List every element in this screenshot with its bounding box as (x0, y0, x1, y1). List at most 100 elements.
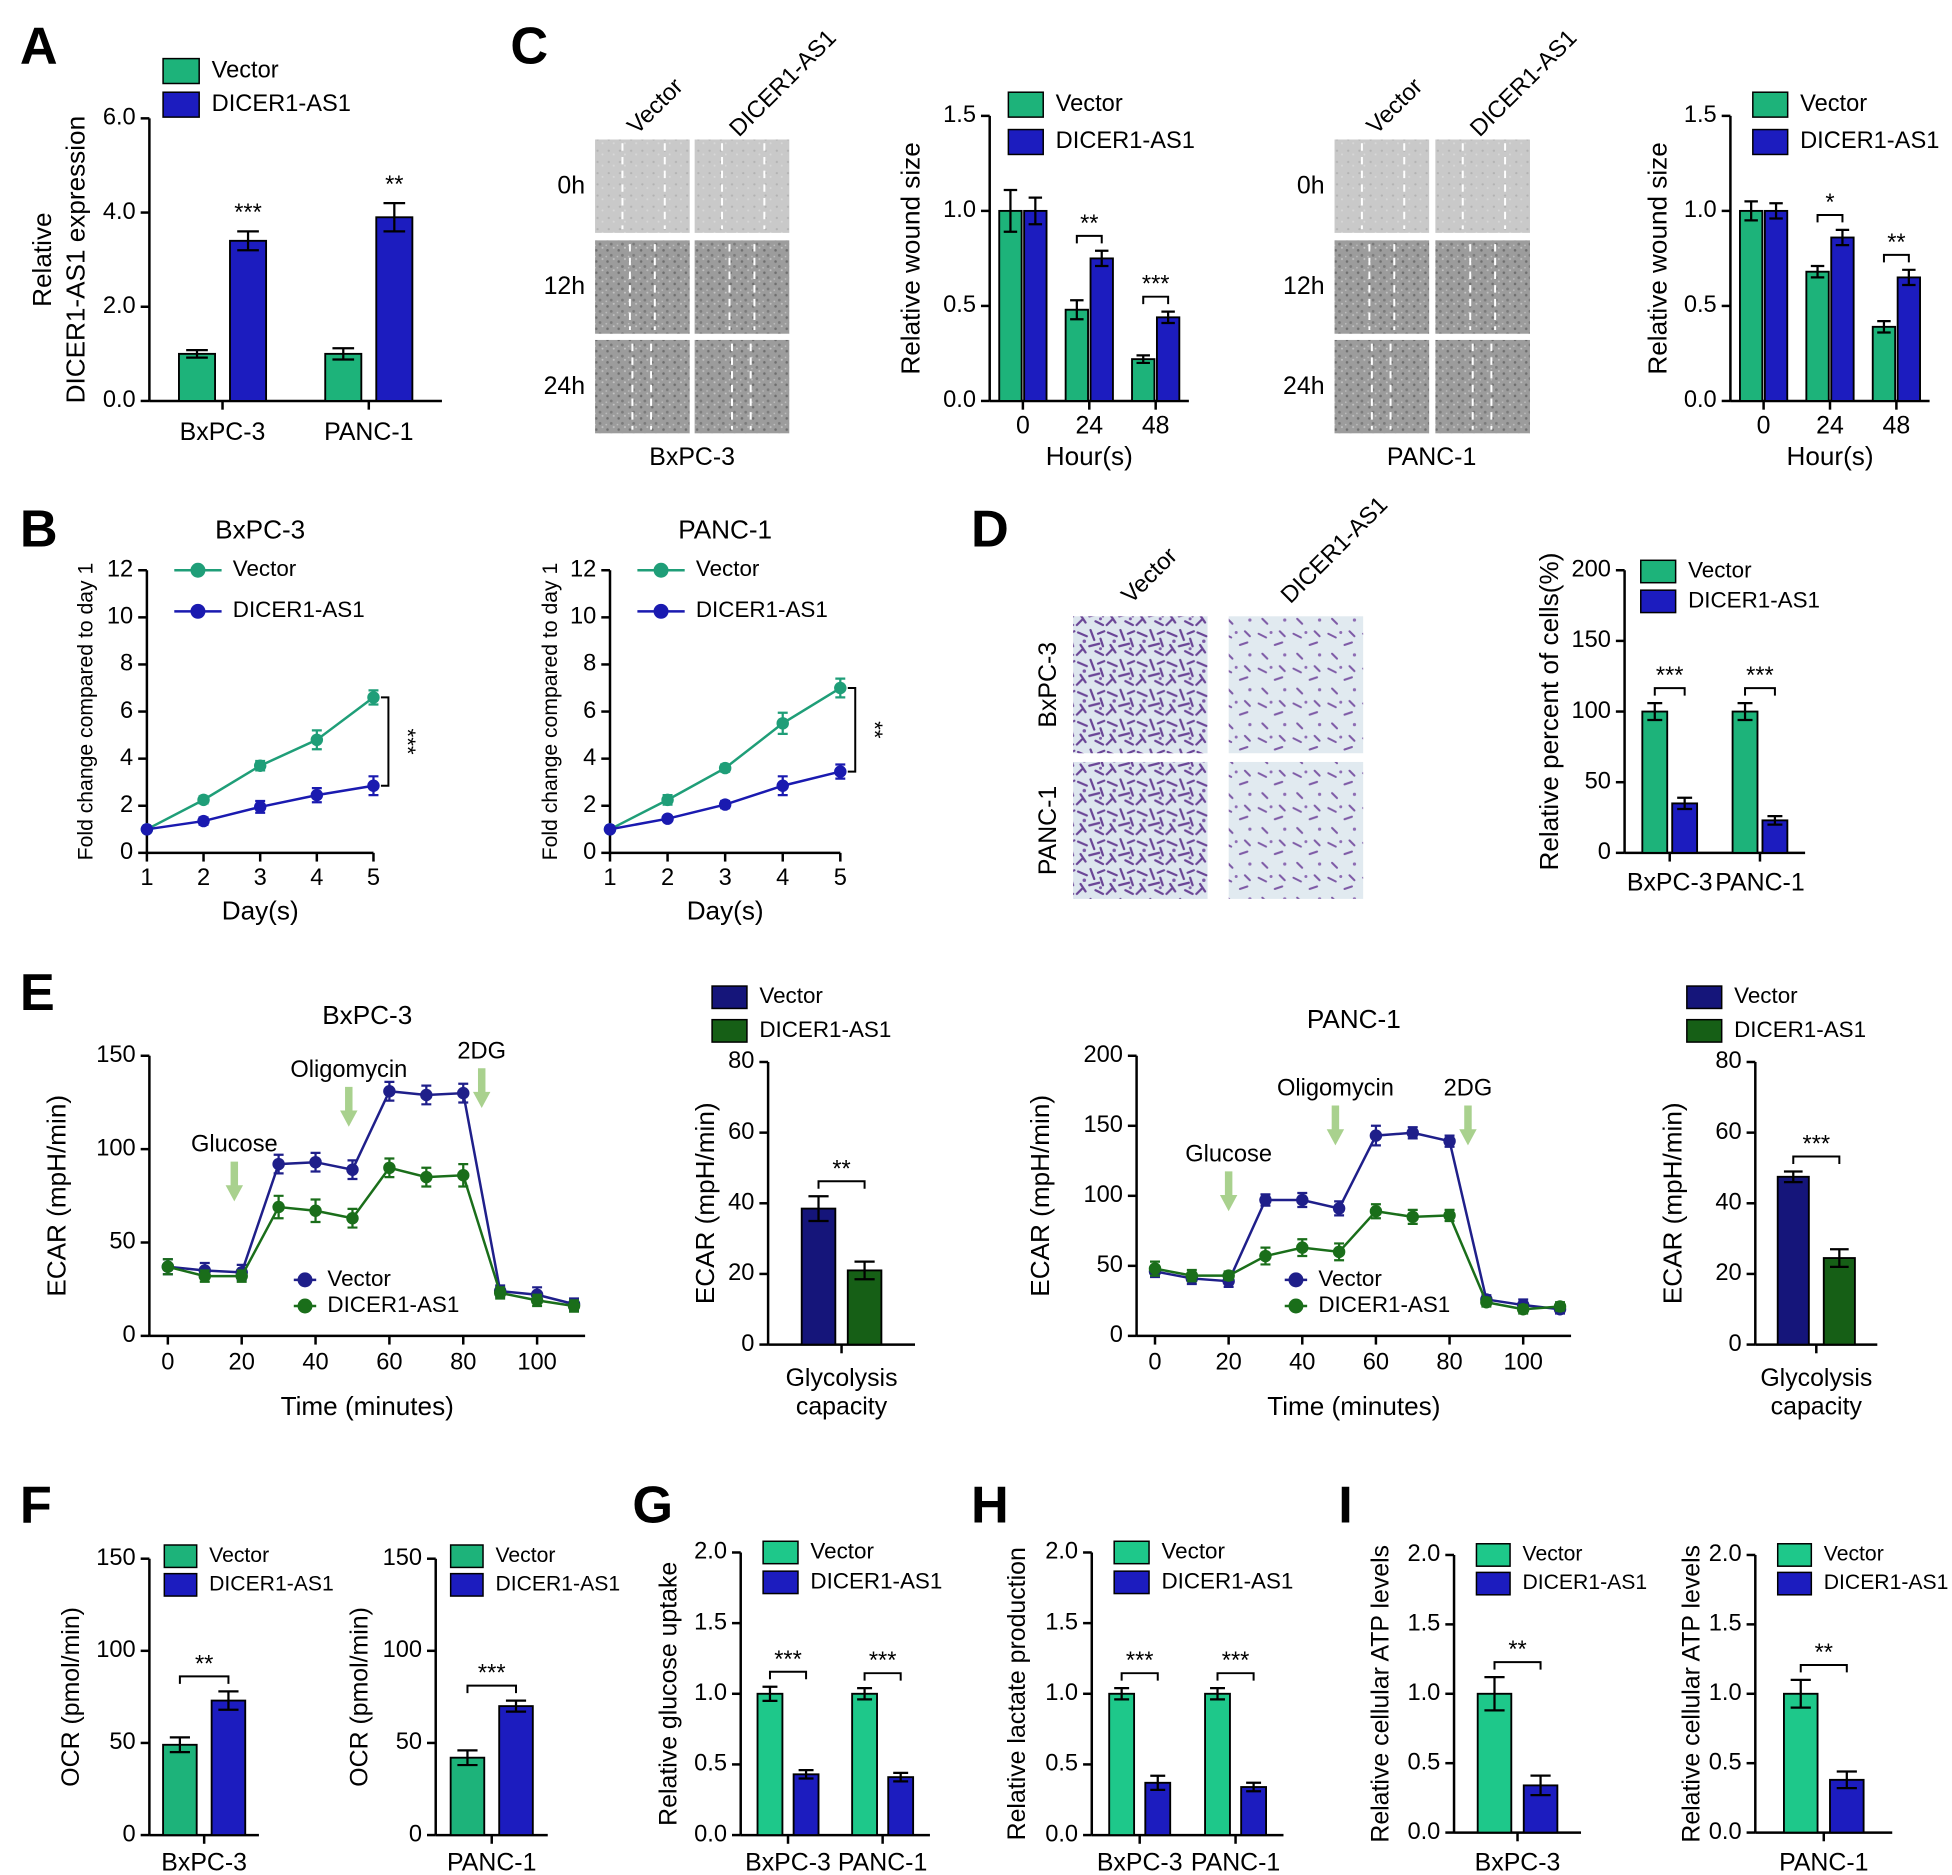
y-tick-label: 40 (728, 1190, 754, 1216)
x-tick-label: 80 (1436, 1350, 1462, 1376)
x-tick-label: BxPC-3 (1097, 1848, 1183, 1875)
legend-swatch (1752, 128, 1789, 156)
error-bar (169, 1736, 190, 1754)
y-tick-label: 1.0 (1407, 1680, 1440, 1706)
row-label: 24h (544, 372, 586, 400)
row-label: 0h (557, 171, 585, 199)
y-axis-label: ECAR (mpH/min) (41, 1095, 71, 1297)
legend-swatch (1752, 91, 1789, 118)
y-axis-label: Relative cellular ATP levels (1678, 1545, 1706, 1843)
y-tick-label: 2.0 (694, 1539, 727, 1565)
significance-bracket (1799, 1663, 1848, 1673)
legend-label: DICER1-AS1 (1688, 587, 1820, 612)
error-bar (1836, 1770, 1857, 1790)
x-tick-label: 4 (310, 865, 323, 891)
y-axis-label: OCR (pmol/min) (57, 1607, 85, 1787)
significance-label: ** (1080, 211, 1098, 237)
chart-title: PANC-1 (678, 515, 772, 545)
legend-swatch (1640, 559, 1677, 584)
y-tick-label: 2.0 (1407, 1541, 1440, 1567)
panel-label: G (632, 1477, 673, 1535)
y-tick-label: 40 (1715, 1190, 1741, 1216)
y-axis-label: Fold change compared to day 1 (75, 563, 98, 861)
y-tick-label: 0 (409, 1821, 422, 1847)
x-tick-label: capacity (796, 1393, 888, 1421)
y-tick-label: 1.0 (1709, 1680, 1742, 1706)
y-tick-label: 2.0 (103, 293, 136, 319)
point (1222, 1269, 1235, 1282)
point (834, 681, 847, 695)
bar (1023, 209, 1048, 402)
significance-bracket (1792, 1155, 1841, 1165)
x-tick-label: 0 (1016, 412, 1030, 440)
point (1296, 1193, 1309, 1207)
significance-bracket (1120, 1672, 1159, 1681)
column-label: Vector (1362, 74, 1428, 140)
row-label: 12h (544, 272, 586, 300)
error-bar (1161, 310, 1175, 325)
point (1443, 1134, 1456, 1148)
x-tick-label: BxPC-3 (161, 1848, 247, 1875)
point (661, 812, 674, 825)
y-axis-label: Relative cellular ATP levels (1366, 1545, 1394, 1843)
y-tick-label: 0 (120, 839, 133, 865)
error-bar (1810, 264, 1825, 279)
bar (1763, 209, 1789, 402)
legend-label: DICER1-AS1 (212, 91, 351, 117)
image-caption: PANC-1 (1387, 443, 1476, 471)
significance-bracket (768, 1670, 808, 1680)
micrograph (1334, 240, 1430, 334)
point (718, 798, 732, 811)
x-tick-label: 4 (776, 865, 789, 891)
point (1516, 1303, 1530, 1316)
x-tick-label: 0 (1148, 1350, 1161, 1376)
y-tick-label: 60 (1715, 1119, 1741, 1145)
significance-label: ** (1508, 1637, 1526, 1663)
legend-swatch (163, 1572, 198, 1597)
bar (1739, 209, 1764, 402)
y-tick-label: 0.5 (1407, 1749, 1440, 1775)
legend-swatch (1686, 1018, 1723, 1043)
micrograph (1334, 339, 1430, 434)
bar (800, 1207, 837, 1346)
x-tick-label: PANC-1 (1779, 1848, 1868, 1875)
y-tick-label: 0 (123, 1322, 136, 1348)
x-tick-label: PANC-1 (1191, 1848, 1280, 1875)
column-label: DICER1-AS1 (725, 25, 842, 142)
micrograph (1073, 761, 1208, 899)
point (367, 691, 380, 704)
x-tick-label: 20 (1215, 1350, 1241, 1376)
legend-label: DICER1-AS1 (1734, 1017, 1866, 1042)
y-tick-label: 6 (583, 698, 596, 724)
error-bar (1530, 1774, 1551, 1797)
point (1259, 1249, 1272, 1263)
y-tick-label: 150 (383, 1545, 422, 1571)
bar (162, 1743, 198, 1837)
micrograph (1435, 240, 1530, 334)
significance-label: ** (385, 172, 403, 198)
error-bar (1783, 1170, 1803, 1184)
legend-label: Vector (1824, 1543, 1884, 1566)
annotation-arrow (340, 1086, 358, 1127)
y-tick-label: 1.5 (1407, 1611, 1440, 1637)
y-axis-label: Relative lactate production (1003, 1547, 1031, 1840)
point (383, 1161, 396, 1175)
significance-label: *** (1656, 663, 1684, 689)
error-bar (1150, 1774, 1166, 1791)
bar (792, 1773, 820, 1837)
error-bar (893, 1771, 909, 1783)
error-bar (1744, 200, 1758, 222)
error-bar (1677, 796, 1693, 811)
significance-label: *** (395, 728, 420, 754)
point (1406, 1126, 1419, 1140)
y-tick-label: 200 (1083, 1042, 1122, 1068)
significance-label: *** (869, 1648, 897, 1674)
panel-label: E (20, 964, 55, 1022)
chart-title: PANC-1 (1307, 1004, 1401, 1034)
legend-swatch (163, 1544, 198, 1569)
annotation-label: Oligomycin (290, 1057, 407, 1083)
significance-label: *** (774, 1647, 802, 1673)
y-tick-label: 0.0 (1684, 387, 1717, 413)
legend-marker (653, 603, 669, 619)
legend-swatch (162, 91, 200, 118)
